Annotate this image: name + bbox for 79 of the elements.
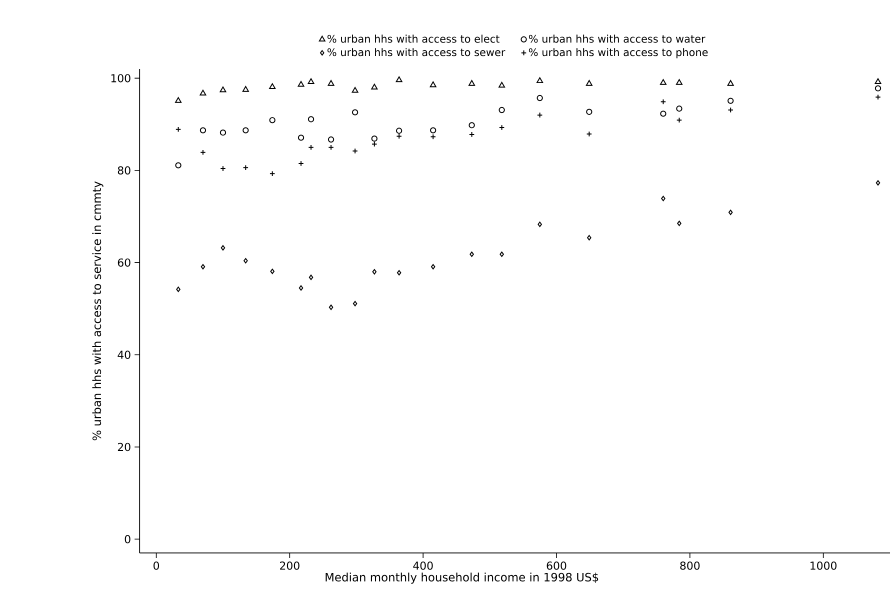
point bbox=[372, 269, 377, 274]
x-tick-label: 1000 bbox=[810, 562, 837, 570]
point bbox=[175, 97, 182, 103]
y-axis-title: % urban hhs with access to service in cmmty bbox=[92, 181, 104, 440]
point bbox=[220, 245, 226, 251]
point bbox=[498, 82, 506, 88]
point bbox=[242, 86, 249, 92]
y-tick-label: 60 bbox=[118, 258, 130, 267]
point bbox=[298, 134, 304, 141]
x-axis-title: Median monthly household income in 1998 US$ bbox=[326, 572, 598, 584]
point bbox=[660, 110, 666, 117]
point bbox=[676, 106, 682, 112]
point bbox=[298, 80, 304, 87]
y-tick-label: 0 bbox=[124, 535, 130, 544]
point bbox=[586, 80, 592, 86]
point bbox=[270, 268, 274, 274]
point bbox=[352, 86, 358, 93]
point bbox=[468, 80, 476, 86]
point bbox=[352, 300, 358, 306]
x-tick-label: 600 bbox=[546, 562, 566, 570]
point bbox=[586, 108, 592, 115]
point bbox=[396, 76, 402, 82]
point bbox=[430, 127, 436, 134]
point bbox=[430, 81, 436, 88]
point bbox=[244, 258, 248, 264]
point bbox=[352, 109, 358, 116]
point bbox=[269, 117, 276, 124]
point bbox=[676, 79, 682, 85]
point bbox=[876, 180, 880, 186]
point bbox=[430, 264, 436, 270]
y-tick-label: 20 bbox=[118, 442, 130, 452]
point bbox=[308, 78, 314, 84]
x-tick-label: 200 bbox=[280, 562, 300, 570]
point bbox=[587, 235, 592, 240]
point bbox=[220, 86, 226, 92]
legend-label: % urban hhs with access to elect bbox=[327, 34, 500, 43]
point bbox=[874, 78, 882, 84]
point bbox=[200, 127, 206, 134]
point bbox=[298, 285, 304, 291]
point bbox=[498, 106, 505, 114]
point bbox=[371, 84, 378, 90]
point bbox=[396, 128, 402, 134]
point bbox=[660, 79, 666, 85]
point bbox=[308, 274, 314, 280]
point bbox=[677, 220, 682, 226]
point bbox=[538, 222, 542, 228]
legend-label: % urban hhs with access to water bbox=[528, 34, 706, 43]
point bbox=[727, 80, 734, 86]
point bbox=[371, 136, 378, 142]
point bbox=[661, 196, 666, 202]
point bbox=[328, 136, 334, 143]
point bbox=[728, 210, 733, 216]
y-tick-label: 100 bbox=[111, 74, 130, 82]
legend-label: % urban hhs with access to sewer bbox=[327, 48, 506, 56]
legend-label: % urban hhs with access to phone bbox=[528, 48, 708, 58]
point bbox=[874, 85, 882, 92]
point bbox=[176, 286, 180, 292]
point bbox=[308, 116, 314, 122]
point bbox=[660, 98, 666, 105]
point bbox=[468, 122, 475, 128]
point bbox=[220, 130, 226, 136]
point bbox=[175, 162, 182, 168]
point bbox=[396, 270, 402, 276]
y-tick-label: 40 bbox=[118, 350, 130, 359]
x-tick-label: 800 bbox=[680, 562, 700, 570]
point bbox=[328, 80, 334, 86]
point bbox=[200, 90, 206, 96]
y-tick-label: 80 bbox=[118, 166, 130, 175]
x-tick-label: 0 bbox=[154, 562, 160, 570]
point bbox=[200, 264, 206, 270]
point bbox=[269, 83, 276, 90]
point bbox=[328, 304, 334, 310]
point bbox=[728, 98, 734, 104]
x-tick-label: 400 bbox=[413, 562, 433, 570]
point bbox=[536, 94, 543, 102]
point bbox=[470, 252, 474, 257]
point bbox=[242, 127, 249, 134]
point bbox=[500, 252, 504, 257]
point bbox=[536, 77, 544, 84]
